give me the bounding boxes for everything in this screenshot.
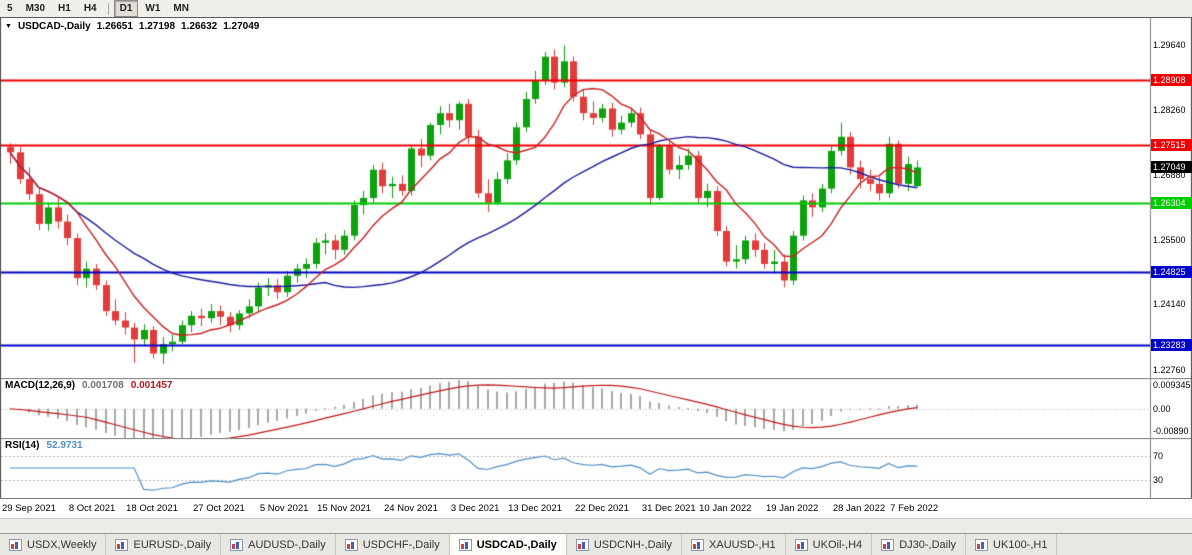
tab-label: USDCAD-,Daily [476, 538, 557, 551]
timeframe-button-h1[interactable]: H1 [58, 3, 71, 14]
macd-axis: 0.009345 0.00 -0.00890 [1151, 378, 1192, 438]
tab-label: UKOil-,H4 [812, 538, 863, 551]
macd-name: MACD(12,26,9) [5, 380, 76, 391]
chart-title: ▼ USDCAD-,Daily 1.26651 1.27198 1.26632 … [5, 21, 259, 32]
tab-label: DJ30-,Daily [899, 538, 957, 551]
current-price-label: 1.27049 [1151, 161, 1192, 174]
macd-main-value: 0.001708 [82, 380, 124, 391]
chart-icon [9, 538, 22, 551]
symbol-tab-usdchf-daily[interactable]: USDCHF-,Daily [336, 534, 450, 555]
macd-label: MACD(12,26,9) 0.001708 0.001457 [5, 380, 172, 391]
symbol-tab-usdcnh-daily[interactable]: USDCNH-,Daily [567, 534, 683, 555]
rsi-value: 52.9731 [46, 440, 83, 451]
tab-label: XAUUSD-,H1 [709, 538, 776, 551]
rsi-label: RSI(14) 52.9731 [5, 440, 83, 451]
chart-icon [458, 538, 472, 551]
tab-label: USDCHF-,Daily [362, 538, 440, 551]
price-axis-label: 1.22760 [1153, 364, 1186, 375]
price-line-label: 1.27515 [1151, 139, 1192, 152]
price-axis[interactable]: 1.29640 1.28260 1.26880 1.25500 1.24140 1.227… [1151, 18, 1192, 378]
price-axis-label: 1.24140 [1153, 299, 1186, 310]
main-chart-panel: ▼ USDCAD-,Daily 1.26651 1.27198 1.26632 … [0, 18, 1192, 378]
date-label: 31 Dec 2021 [641, 503, 696, 514]
date-label: 19 Jan 2022 [766, 503, 819, 514]
rsi-name: RSI(14) [5, 440, 40, 451]
tab-label: UK100-,H1 [993, 538, 1048, 551]
timeframe-button-h4[interactable]: H4 [83, 3, 97, 14]
symbol-tab-audusd-daily[interactable]: AUDUSD-,Daily [221, 534, 336, 555]
chart-icon [975, 538, 989, 551]
price-axis-label: 1.28260 [1153, 105, 1186, 116]
scrollbar-strip[interactable] [0, 518, 1192, 533]
rsi-level-label: 70 [1153, 450, 1164, 461]
quote-open: 1.26651 [96, 21, 133, 32]
toolbar-separator [107, 2, 109, 15]
rsi-axis: 70 30 [1151, 438, 1192, 498]
date-label: 28 Jan 2022 [832, 503, 886, 514]
macd-axis-zero: 0.00 [1153, 403, 1171, 414]
timeframe-button-w1[interactable]: W1 [145, 3, 161, 14]
price-axis-label: 1.29640 [1153, 40, 1186, 51]
tab-label: USDX,Weekly [27, 538, 97, 551]
chart-icon [575, 538, 589, 551]
timeframe-toolbar: 5 M30 H1 H4 D1 W1 MN [0, 0, 1192, 18]
rsi-chart-canvas[interactable] [0, 438, 1192, 498]
chart-icon [344, 538, 358, 551]
tab-label: AUDUSD-,Daily [248, 538, 326, 551]
chart-icon [691, 538, 705, 551]
date-label: 10 Jan 2022 [699, 503, 752, 514]
timeframe-button-5[interactable]: 5 [7, 3, 13, 14]
macd-axis-min: -0.00890 [1153, 426, 1189, 436]
price-line-label: 1.24825 [1151, 266, 1192, 279]
timeframe-button-mn[interactable]: MN [173, 3, 189, 14]
price-line-label: 1.28908 [1151, 73, 1192, 86]
tab-label: USDCNH-,Daily [593, 538, 673, 551]
candlestick-chart-canvas[interactable] [0, 18, 1192, 378]
tab-label: EURUSD-,Daily [133, 538, 212, 551]
symbol-tab-usdx-weekly[interactable]: USDX,Weekly [0, 534, 107, 555]
macd-panel: MACD(12,26,9) 0.001708 0.001457 0.009345… [0, 378, 1192, 438]
chart-icon [230, 538, 244, 551]
chart-icon [794, 538, 808, 551]
date-label: 5 Nov 2021 [259, 503, 309, 514]
symbol-tab-ukoil-h4[interactable]: UKOil-,H4 [786, 534, 873, 555]
date-axis[interactable]: 29 Sep 2021 8 Oct 2021 18 Oct 2021 27 Oct 2… [0, 498, 1192, 518]
macd-axis-max: 0.009345 [1153, 380, 1191, 390]
quote-high: 1.27198 [138, 21, 176, 32]
symbol-tab-xauusd-h1[interactable]: XAUUSD-,H1 [682, 534, 786, 555]
macd-signal-value: 0.001457 [130, 380, 173, 391]
rsi-level-label: 30 [1153, 474, 1164, 485]
price-line-label: 1.26304 [1151, 196, 1192, 209]
timeframe-button-m30[interactable]: M30 [25, 3, 46, 14]
quote-close: 1.27049 [223, 21, 260, 32]
date-label: 7 Feb 2022 [890, 503, 939, 514]
symbol-tab-uk100-h1[interactable]: UK100-,H1 [966, 534, 1058, 555]
date-label: 8 Oct 2021 [68, 503, 116, 514]
price-axis-label: 1.25500 [1153, 235, 1186, 246]
macd-chart-canvas[interactable] [0, 378, 1192, 438]
quote-low: 1.26632 [181, 21, 218, 32]
collapse-icon[interactable]: ▼ [5, 22, 12, 30]
chart-icon [881, 538, 895, 551]
date-label: 24 Nov 2021 [384, 503, 438, 514]
date-label: 15 Nov 2021 [317, 503, 372, 514]
date-label: 18 Oct 2021 [126, 503, 178, 514]
rsi-panel: RSI(14) 52.9731 70 30 [0, 438, 1192, 498]
symbol-tab-dj30-daily[interactable]: DJ30-,Daily [872, 534, 967, 555]
date-label: 27 Oct 2021 [193, 503, 245, 514]
date-label: 3 Dec 2021 [450, 503, 500, 514]
symbol-tab-eurusd-daily[interactable]: EURUSD-,Daily [106, 534, 222, 555]
chart-symbol: USDCAD-,Daily [17, 21, 91, 32]
price-line-label: 1.23283 [1151, 338, 1192, 351]
date-label: 13 Dec 2021 [508, 503, 563, 514]
date-label: 22 Dec 2021 [575, 503, 629, 514]
chart-icon [115, 538, 129, 551]
symbol-tabbar: USDX,Weekly EURUSD-,Daily AUDUSD-,Daily USD… [0, 533, 1192, 555]
date-label: 29 Sep 2021 [2, 503, 56, 514]
symbol-tab-usdcad-daily[interactable]: USDCAD-,Daily [449, 534, 567, 555]
price-axis-label: 1.26880 [1153, 170, 1186, 181]
timeframe-button-d1[interactable]: D1 [113, 0, 139, 17]
